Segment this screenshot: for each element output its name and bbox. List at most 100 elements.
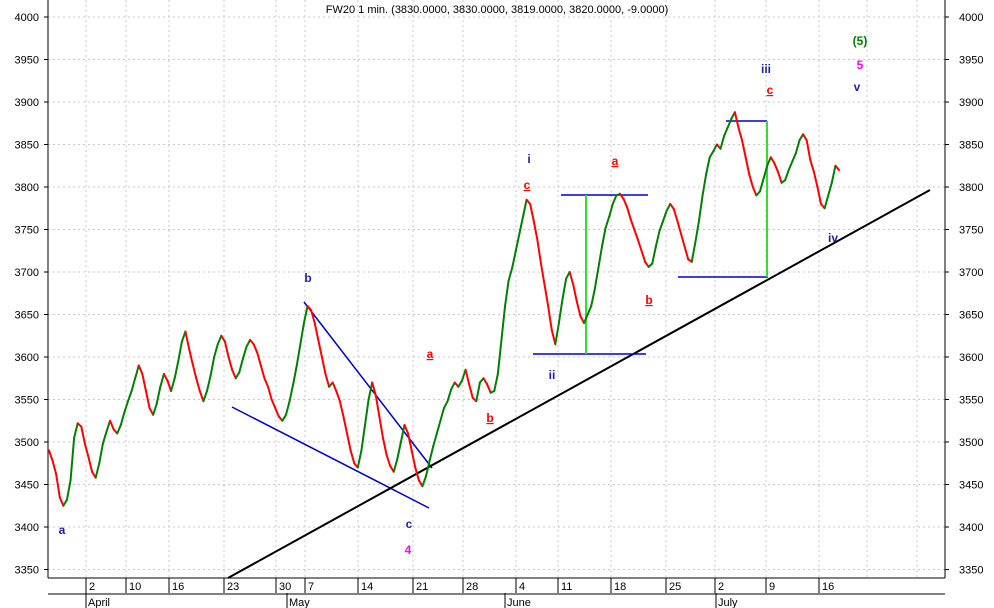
- y-tick-label-left: 3800: [15, 182, 39, 194]
- wave-label: b: [486, 411, 493, 425]
- price-segment: [371, 381, 377, 397]
- price-segment: [360, 424, 366, 452]
- price-segment: [543, 283, 550, 307]
- price-segment: [802, 133, 808, 142]
- y-tick-label-right: 3500: [959, 437, 983, 449]
- wave-label: i: [527, 152, 530, 166]
- x-tick-label: 23: [227, 581, 239, 593]
- price-segment: [421, 475, 428, 488]
- y-tick-label-right: 3750: [959, 225, 983, 237]
- price-segment: [259, 364, 266, 380]
- y-tick-label-left: 3550: [15, 395, 39, 407]
- price-segment: [482, 377, 489, 386]
- price-segment: [432, 432, 438, 448]
- price-segment: [127, 390, 133, 403]
- price-segment: [435, 419, 442, 435]
- price-segment: [622, 197, 629, 209]
- price-segment: [302, 305, 309, 324]
- wave-label: b: [304, 271, 311, 285]
- y-tick-label-right: 3400: [959, 522, 983, 534]
- price-segment: [83, 442, 90, 459]
- price-segment: [834, 164, 840, 171]
- price-segment: [292, 364, 298, 386]
- price-segment: [830, 164, 837, 184]
- wave-label: c: [767, 83, 774, 97]
- price-segment: [532, 220, 539, 241]
- chart-title: FW20 1 min. (3830.0000, 3830.0000, 3819.…: [326, 4, 668, 16]
- y-tick-label-left: 4000: [15, 12, 39, 24]
- x-axis-months: April May June July: [85, 593, 738, 608]
- price-segment: [507, 266, 514, 282]
- price-segment: [794, 139, 801, 154]
- price-segment: [256, 351, 262, 367]
- price-segment: [245, 339, 252, 348]
- y-tick-label-left: 3750: [15, 225, 39, 237]
- price-segment: [177, 340, 183, 363]
- price-segment: [776, 170, 783, 184]
- x-tick-label: 11: [561, 581, 572, 593]
- price-segment: [816, 186, 823, 205]
- y-axis-right: 3350 3400 3450 3500 3550 3600 3650 3700 3750 3800…: [945, 12, 983, 577]
- y-tick-label-right: 3450: [959, 480, 983, 492]
- price-segment: [425, 459, 431, 477]
- price-segment: [241, 345, 248, 360]
- price-segment: [155, 385, 162, 405]
- y-tick-label-right: 3650: [959, 310, 983, 322]
- price-segment: [809, 158, 815, 173]
- price-segment: [220, 334, 226, 343]
- x-tick-label: 16: [172, 581, 184, 593]
- price-segment: [116, 424, 122, 435]
- price-segment: [364, 398, 370, 426]
- price-segment: [439, 407, 445, 422]
- x-tick-label: 21: [416, 581, 428, 593]
- price-segment: [522, 198, 528, 218]
- price-segment: [493, 373, 499, 392]
- black-support-line: [227, 189, 931, 579]
- month-label: April: [88, 597, 110, 608]
- price-segment: [457, 379, 463, 388]
- price-segment: [324, 373, 331, 388]
- price-segment: [209, 356, 216, 377]
- wave-label: v: [854, 80, 861, 94]
- price-segment: [295, 343, 302, 367]
- price-segment: [263, 377, 270, 388]
- blue-wedge-lower-line: [231, 406, 430, 509]
- price-segment: [94, 462, 101, 479]
- price-segment: [823, 194, 830, 210]
- wave-label: iv: [828, 231, 838, 245]
- price-segment: [198, 390, 205, 403]
- price-segment: [737, 126, 744, 142]
- price-segment: [252, 343, 259, 354]
- price-segment: [744, 156, 751, 176]
- price-segment: [601, 226, 607, 248]
- x-tick-label: 4: [519, 581, 525, 593]
- price-segment: [665, 203, 672, 212]
- price-segment: [320, 356, 327, 375]
- price-segment: [223, 340, 230, 358]
- price-segment: [468, 383, 474, 399]
- price-segment: [407, 432, 413, 452]
- price-segment: [514, 232, 521, 252]
- y-tick-label-right: 4000: [959, 12, 983, 24]
- price-segment: [270, 398, 277, 409]
- price-series: [48, 111, 840, 507]
- price-segment: [626, 206, 632, 221]
- price-segment: [518, 215, 524, 235]
- price-segment: [134, 364, 140, 380]
- y-tick-label-right: 3900: [959, 97, 983, 109]
- price-segment: [723, 126, 729, 137]
- price-segment: [396, 441, 402, 460]
- price-segment: [184, 330, 191, 350]
- price-segment: [367, 381, 374, 401]
- price-segment: [583, 313, 589, 324]
- price-segment: [629, 218, 636, 231]
- price-segment: [651, 245, 657, 265]
- y-tick-label-right: 3700: [959, 267, 983, 279]
- price-segment: [640, 249, 647, 263]
- wave-label: a: [427, 347, 434, 361]
- price-segment: [213, 343, 219, 358]
- price-segment: [73, 422, 79, 439]
- x-tick-label: 2: [89, 581, 95, 593]
- price-segment: [55, 473, 61, 499]
